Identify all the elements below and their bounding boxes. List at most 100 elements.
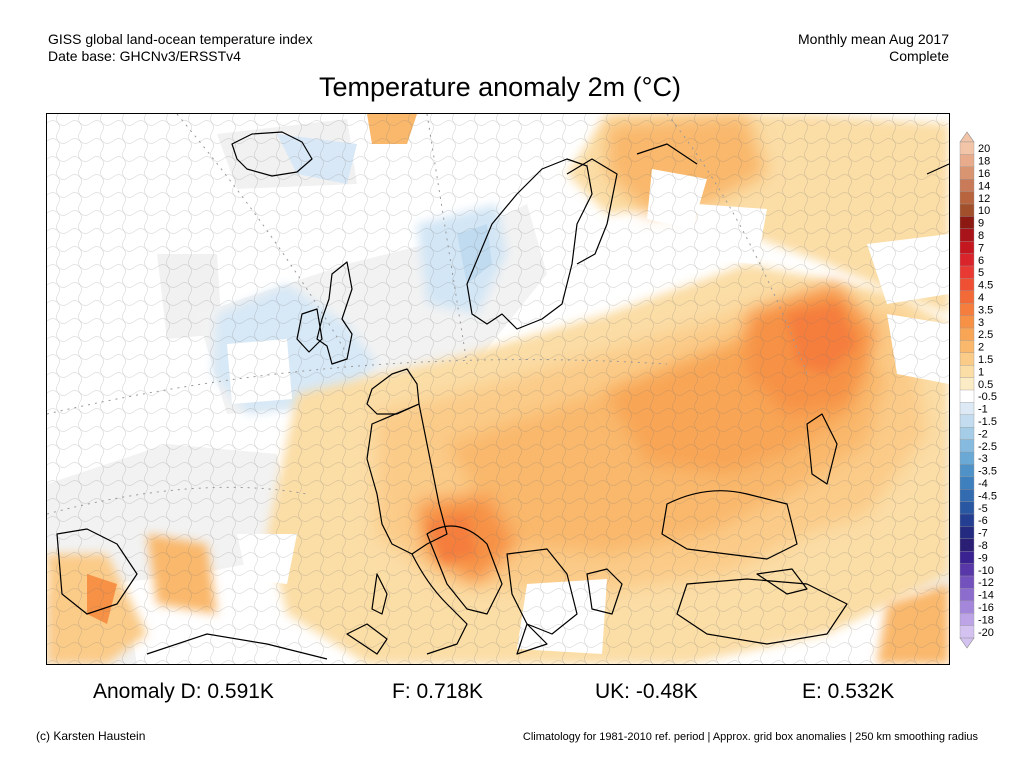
legend-swatch [959,166,975,180]
country-borders [47,114,949,664]
completeness-label: Complete [889,48,949,64]
legend-label: -2 [978,428,988,440]
header-left: GISS global land-ocean temperature index… [48,31,313,65]
legend-label: -3 [978,453,988,465]
legend-label: -5 [978,503,988,515]
legend-label: -7 [978,528,988,540]
header-right: Monthly mean Aug 2017 Complete [798,31,949,65]
copyright: (c) Karsten Haustein [36,729,146,743]
legend-label: -20 [978,627,994,639]
coastlines [56,131,949,660]
legend-swatch [959,464,975,478]
legend-swatch [959,216,975,230]
anomaly-map-graphic [47,114,949,664]
legend-label: -6 [978,515,988,527]
legend-swatch [959,526,975,540]
legend-label: 2 [978,342,984,354]
legend-swatch [959,538,975,552]
legend-swatch [959,340,975,354]
legend-swatch [959,327,975,341]
legend-swatch [959,278,975,292]
legend-label: 4 [978,292,984,304]
legend-swatch [959,600,975,614]
legend-label: -12 [978,577,994,589]
legend-swatch [959,439,975,453]
legend-label: -2.5 [978,441,997,453]
legend-label: -10 [978,565,994,577]
anomaly-germany: Anomaly D: 0.591K [93,680,274,703]
legend-label: -3.5 [978,466,997,478]
anomaly-europe: E: 0.532K [802,680,895,703]
legend-label: -8 [978,540,988,552]
legend-swatch [959,588,975,602]
legend-label: 3 [978,317,984,329]
legend-swatch [959,352,975,366]
legend-label: 20 [978,143,990,155]
legend-swatch [959,228,975,242]
legend-top-arrow [959,131,975,143]
legend-swatch [959,613,975,627]
legend-swatch [959,513,975,527]
legend-swatch [959,389,975,403]
legend-label: 10 [978,205,990,217]
legend-label: 5 [978,267,984,279]
legend-label: -4 [978,478,988,490]
legend-label: -1 [978,404,988,416]
legend-swatch [959,315,975,329]
legend-label: 18 [978,156,990,168]
legend-label: -1.5 [978,416,997,428]
legend-swatch [959,427,975,441]
legend-label: 0.5 [978,379,993,391]
anomaly-map [46,113,950,665]
legend-swatch [959,203,975,217]
legend-label: 1 [978,366,984,378]
legend-swatch [959,501,975,515]
legend-label: 2.5 [978,329,993,341]
legend-label: 9 [978,218,984,230]
legend-swatch [959,240,975,255]
legend-label: 14 [978,180,990,192]
methodology-note: Climatology for 1981-2010 ref. period | … [522,731,978,743]
period-label: Monthly mean Aug 2017 [798,31,949,47]
legend-label: -16 [978,602,994,614]
legend-swatch [959,377,975,391]
legend-label: 6 [978,255,984,267]
legend-swatch [959,575,975,589]
anomaly-france: F: 0.718K [392,680,484,703]
legend-swatch [959,290,975,304]
legend-swatch [959,179,975,193]
legend-swatch [959,364,975,379]
legend-label: 3.5 [978,304,993,316]
legend-swatch [959,265,975,279]
legend-swatch [959,402,975,416]
legend-swatch [959,551,975,565]
legend-label: 7 [978,242,984,254]
legend-swatch [959,489,975,503]
legend-label: 4.5 [978,280,993,292]
legend-bottom-arrow [959,637,975,649]
legend-swatch [959,154,975,168]
legend-swatch [959,625,975,639]
legend-swatch [959,476,975,490]
legend-label: -9 [978,552,988,564]
legend-label: -0.5 [978,391,997,403]
legend-label: 8 [978,230,984,242]
index-name: GISS global land-ocean temperature index [48,31,313,47]
legend-swatch [959,451,975,465]
color-legend: 201816141210987654.543.532.521.510.5-0.5… [959,131,997,649]
regional-anomalies: Anomaly D: 0.591K F: 0.718K UK: -0.48K E… [0,680,1024,706]
legend-label: -18 [978,614,994,626]
legend-label: 16 [978,168,990,180]
legend-swatch [959,563,975,577]
legend-label: 1.5 [978,354,993,366]
legend-label: -4.5 [978,490,997,502]
legend-swatch [959,253,975,267]
data-base: Date base: GHCNv3/ERSSTv4 [48,48,241,64]
map-title: Temperature anomaly 2m (°C) [319,72,681,102]
legend-swatch [959,141,975,155]
anomaly-uk: UK: -0.48K [595,680,698,703]
legend-label: 12 [978,193,990,205]
legend-label: -14 [978,590,994,602]
legend-swatch [959,302,975,317]
legend-swatch [959,414,975,428]
